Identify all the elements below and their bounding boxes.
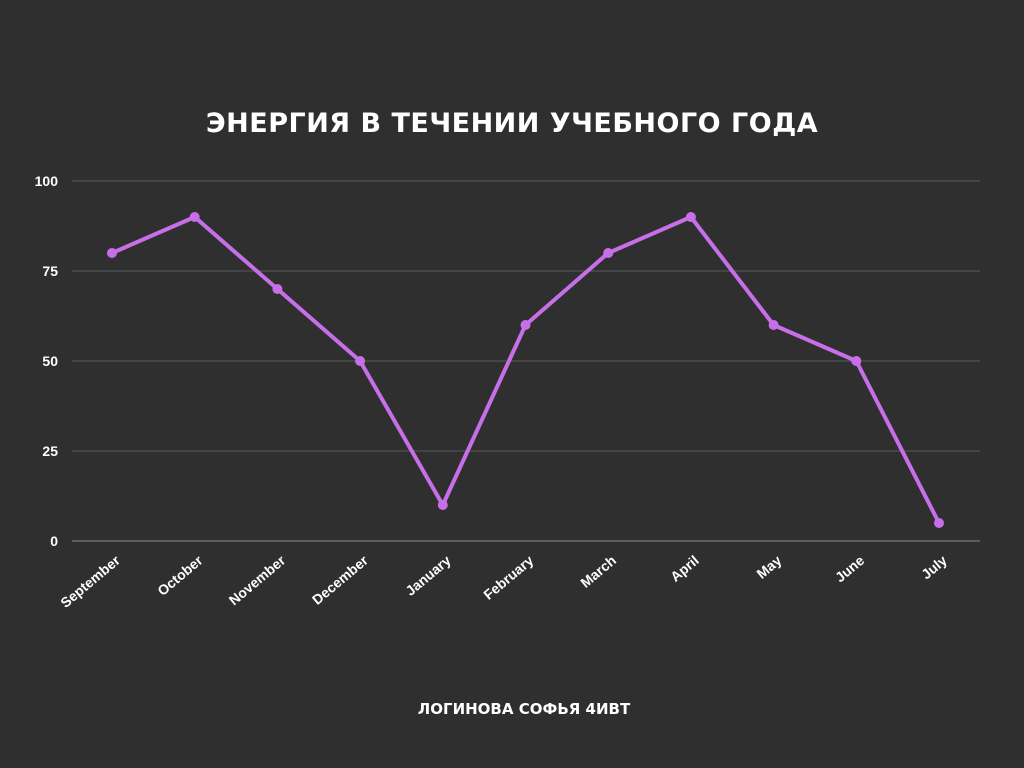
x-tick-label: April [667, 552, 702, 585]
data-point [437, 500, 448, 510]
x-axis-ticks: September October November December January F… [57, 552, 950, 611]
data-point [768, 320, 779, 330]
x-tick-label: February [480, 552, 536, 603]
x-tick-label: October [154, 552, 206, 599]
data-point [520, 320, 531, 330]
x-tick-label: June [832, 552, 867, 585]
data-point [851, 356, 862, 366]
y-tick-label: 0 [50, 533, 58, 549]
data-point [603, 248, 614, 258]
y-axis-ticks: 0 25 50 75 100 [35, 173, 59, 549]
x-tick-label: January [402, 552, 454, 599]
series-line [110, 215, 941, 525]
author-caption: ЛОГИНОВА СОФЬЯ 4ИВТ [417, 700, 631, 718]
data-point [685, 212, 696, 222]
chart-title: ЭНЕРГИЯ В ТЕЧЕНИИ УЧЕБНОГО ГОДА [205, 108, 819, 139]
y-tick-label: 75 [42, 263, 58, 279]
data-point [934, 518, 944, 528]
y-tick-label: 25 [42, 443, 58, 459]
data-point [355, 356, 366, 366]
x-tick-label: March [577, 552, 619, 591]
grid-layer [72, 180, 980, 542]
x-tick-label: December [309, 552, 372, 608]
y-tick-label: 100 [35, 173, 59, 189]
x-tick-label: May [753, 552, 784, 582]
y-tick-label: 50 [42, 353, 58, 369]
x-tick-label: July [918, 552, 950, 582]
data-point [189, 212, 200, 222]
data-point [107, 248, 117, 258]
series-line-layer [110, 215, 941, 525]
x-tick-label: November [226, 552, 289, 609]
series-points-layer [107, 212, 944, 528]
x-tick-label: September [57, 552, 123, 611]
data-point [272, 284, 283, 294]
